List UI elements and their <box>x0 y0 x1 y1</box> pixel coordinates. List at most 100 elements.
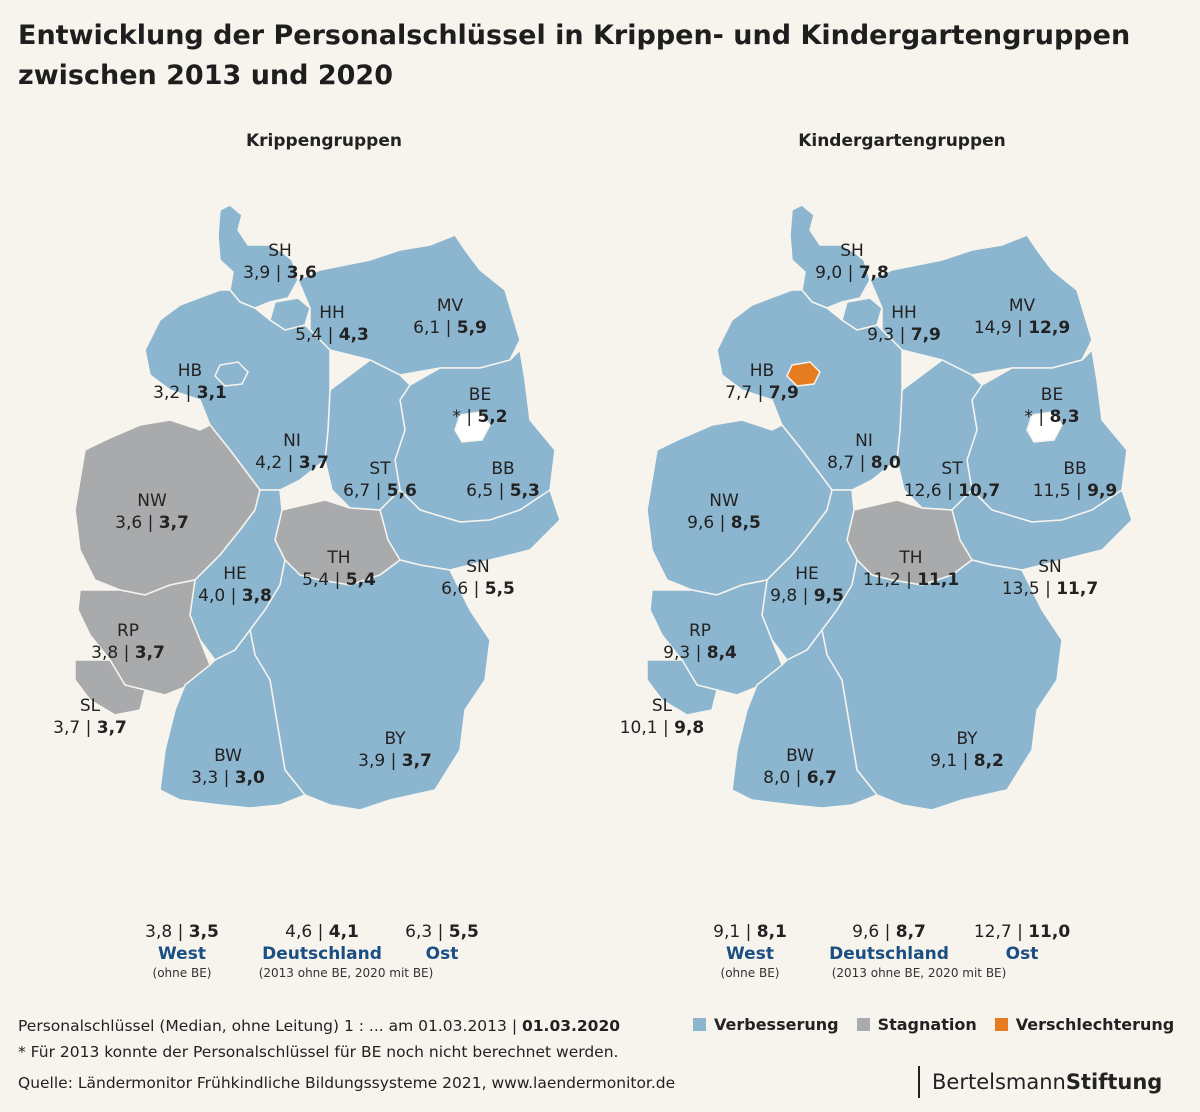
value-2013: 10,1 <box>619 718 658 738</box>
state-sl <box>646 659 718 716</box>
summary-name: West <box>726 944 774 964</box>
value-2020: 8,3 <box>1049 407 1080 427</box>
value-2013: 13,5 <box>1001 579 1040 599</box>
footer-unit-date: 01.03.2020 <box>521 1017 621 1035</box>
state-code: NW <box>709 491 739 511</box>
state-mv <box>869 234 1093 376</box>
state-label-sh: SH 9,0 | 7,8 <box>815 240 889 284</box>
value-2020: 11,1 <box>917 570 960 590</box>
state-code: SH <box>840 241 864 261</box>
value-2020: 9,5 <box>813 586 844 606</box>
state-hh <box>841 297 883 331</box>
state-hb <box>786 361 821 387</box>
summary-note: (2013 ohne BE, 2020 mit BE) <box>831 966 1007 980</box>
state-label-st: ST 12,6 | 10,7 <box>904 458 1000 502</box>
state-label-bb: BB 11,5 | 9,9 <box>1033 458 1118 502</box>
state-label-th: TH 5,4 | 5,4 <box>302 547 376 591</box>
legend-label: Verbesserung <box>714 1015 839 1034</box>
state-label-sl: SL 10,1 | 9,8 <box>620 695 705 739</box>
state-values: 3,9 | 3,6 <box>243 263 317 283</box>
value-2013: 9,8 <box>770 586 798 606</box>
state-code: HB <box>177 361 203 381</box>
state-values: 5,4 | 5,4 <box>302 570 376 590</box>
summary-name: West <box>158 944 206 964</box>
title-line-1: Entwicklung der Personalschlüssel in Kri… <box>18 20 1131 51</box>
summary-value-2020: 3,5 <box>188 922 219 942</box>
summary-note: (ohne BE) <box>152 966 212 980</box>
legend-label: Verschlechterung <box>1015 1015 1175 1034</box>
value-2020: 5,4 <box>345 570 376 590</box>
footer-source: Quelle: Ländermonitor Frühkindliche Bild… <box>18 1074 676 1092</box>
state-code: HH <box>319 303 345 323</box>
state-values: 3,8 | 3,7 <box>91 643 165 663</box>
state-label-he: HE 4,0 | 3,8 <box>198 563 272 607</box>
legend-swatch <box>856 1018 870 1031</box>
value-2020: 4,3 <box>338 325 369 345</box>
state-label-th: TH 11,2 | 11,1 <box>863 547 959 591</box>
value-2020: 7,9 <box>768 383 799 403</box>
value-2013: 9,6 <box>687 513 715 533</box>
value-2013: 4,0 <box>198 586 226 606</box>
state-code: NW <box>137 491 167 511</box>
summary-value-2020: 5,5 <box>448 922 479 942</box>
value-2013: 3,7 <box>53 718 81 738</box>
state-code: HE <box>223 564 247 584</box>
value-2020: 5,2 <box>477 407 508 427</box>
value-2013: 6,6 <box>441 579 469 599</box>
value-2020: 3,1 <box>196 383 227 403</box>
state-values: 14,9 | 12,9 <box>973 318 1071 338</box>
legend-item-deterioration: Verschlechterung <box>994 1015 1175 1034</box>
state-mv <box>297 234 521 376</box>
state-label-hb: HB 7,7 | 7,9 <box>725 360 799 404</box>
value-2020: 5,9 <box>456 318 487 338</box>
value-2013: 9,3 <box>663 643 691 663</box>
state-code: SL <box>651 696 673 716</box>
value-2013: 3,2 <box>153 383 181 403</box>
state-values: 7,7 | 7,9 <box>725 383 799 403</box>
state-values: 12,6 | 10,7 <box>903 481 1001 501</box>
state-values: 9,1 | 8,2 <box>930 751 1004 771</box>
value-2013: 8,7 <box>827 453 855 473</box>
summary-ost-krippe: 6,3 | 5,5 Ost <box>405 922 479 964</box>
state-label-be: BE * | 8,3 <box>1024 384 1079 428</box>
state-code: ST <box>369 459 391 479</box>
map-title-krippe: Krippengruppen <box>246 131 402 151</box>
value-2013: 9,3 <box>867 325 895 345</box>
value-2020: 7,8 <box>858 263 889 283</box>
state-values: 8,0 | 6,7 <box>763 768 837 788</box>
state-code: SL <box>79 696 101 716</box>
state-values: 9,6 | 8,5 <box>687 513 761 533</box>
state-hb <box>214 361 249 387</box>
state-label-rp: RP 3,8 | 3,7 <box>91 620 165 664</box>
state-label-bw: BW 3,3 | 3,0 <box>191 745 265 789</box>
state-label-mv: MV 6,1 | 5,9 <box>413 295 487 339</box>
value-2013: 5,4 <box>302 570 330 590</box>
state-label-sn: SN 6,6 | 5,5 <box>441 556 515 600</box>
state-label-nw: NW 3,6 | 3,7 <box>115 490 189 534</box>
state-values: * | 8,3 <box>1024 407 1080 427</box>
state-label-hh: HH 9,3 | 7,9 <box>867 302 941 346</box>
value-2020: 3,8 <box>241 586 272 606</box>
state-values: 6,7 | 5,6 <box>343 481 417 501</box>
footer-unit-text: Personalschlüssel (Median, ohne Leitung)… <box>18 1017 522 1035</box>
legend-swatch <box>693 1018 706 1031</box>
legend: Verbesserung Stagnation Verschlechterung <box>693 1015 1174 1034</box>
value-2020: 8,0 <box>870 453 901 473</box>
state-code: NI <box>283 431 301 451</box>
legend-swatch <box>994 1018 1008 1031</box>
state-sh <box>217 204 299 309</box>
state-code: BY <box>384 729 406 749</box>
value-2013: 11,2 <box>862 570 901 590</box>
value-2020: 9,8 <box>674 718 705 738</box>
value-2020: 9,9 <box>1087 481 1118 501</box>
state-values: 3,7 | 3,7 <box>53 718 127 738</box>
state-label-hb: HB 3,2 | 3,1 <box>153 360 227 404</box>
value-2020: 5,3 <box>509 481 540 501</box>
state-values: 3,6 | 3,7 <box>115 513 189 533</box>
footer-asterisk-note: * Für 2013 konnte der Personalschlüssel … <box>18 1043 619 1061</box>
value-2013: * <box>1024 407 1033 427</box>
state-values: 9,8 | 9,5 <box>770 586 844 606</box>
summary-west-kindergarten: 9,1 | 8,1 West (ohne BE) <box>713 922 787 980</box>
summary-name: Ost <box>425 944 459 964</box>
summary-value-2020: 8,7 <box>895 922 926 942</box>
